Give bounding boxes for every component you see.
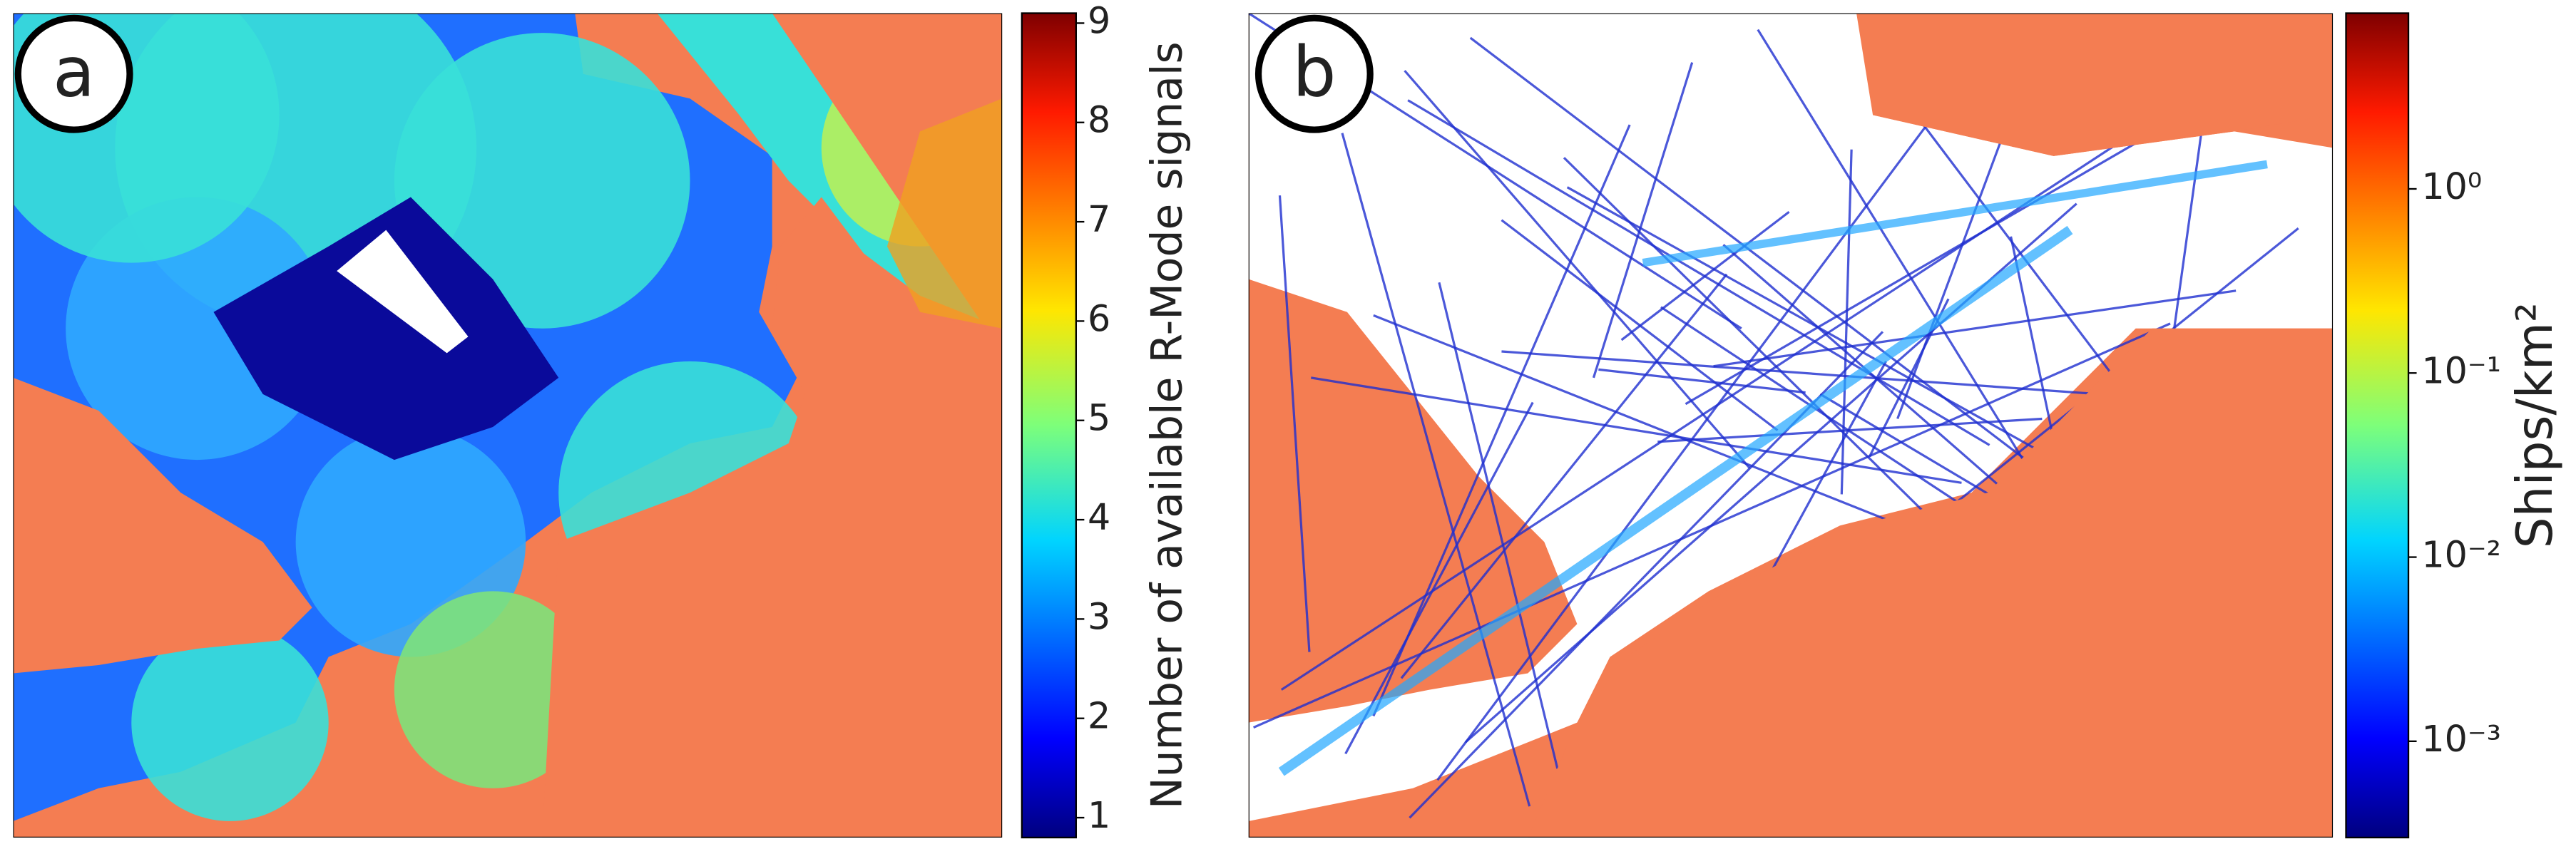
- colorbar-label: Ships/km²: [2507, 302, 2564, 548]
- coverage-zone: [131, 624, 329, 821]
- coverage-zone: [394, 591, 592, 788]
- colorbar-tick-label: 10⁻³: [2421, 718, 2501, 760]
- no-coverage: [337, 230, 469, 354]
- low-coverage: [213, 197, 559, 461]
- panel-label-badge: [1254, 14, 1374, 133]
- ship-track: [1278, 195, 1311, 652]
- ship-track: [1501, 219, 1779, 431]
- shipping-lane: [1642, 160, 2268, 267]
- ship-track: [1757, 29, 2055, 510]
- colorbar-tick-label: 9: [1088, 0, 1110, 41]
- colorbar-tick-label: 8: [1088, 99, 1110, 141]
- east-coast-warm: [886, 98, 1003, 329]
- colorbar-tick-label: 10⁻²: [2421, 534, 2501, 576]
- colorbar-tick-label: 7: [1088, 198, 1110, 240]
- ship-track: [1598, 368, 1806, 394]
- colorbar-tick-label: 10⁰: [2421, 165, 2482, 207]
- ship-track: [1620, 210, 1790, 341]
- land-west: [13, 377, 312, 674]
- ship-track: [1344, 401, 1534, 755]
- ship-track: [1372, 124, 1631, 717]
- colorbar-tick-label: 4: [1088, 496, 1110, 538]
- ship-track: [1280, 45, 2268, 691]
- shipping-lane: [1278, 225, 2073, 776]
- colorbar-tick-label: 2: [1088, 695, 1110, 737]
- land-east: [1873, 13, 2334, 156]
- land-west: [1248, 279, 1578, 723]
- colorbar-tick-label: 10⁻¹: [2421, 349, 2501, 391]
- ship-track: [1657, 417, 2043, 443]
- panel-label: b: [1292, 32, 1336, 113]
- ship-track: [1400, 273, 1728, 679]
- colorbar: [2345, 12, 2410, 839]
- land-south: [1528, 328, 2334, 838]
- colorbar-tick-label: 6: [1088, 297, 1110, 339]
- map-a: [13, 13, 1003, 838]
- ship-track: [1592, 62, 1694, 379]
- colorbar-tick-label: 1: [1088, 794, 1110, 836]
- ship-track: [1840, 149, 1853, 495]
- colorbar-tick-label: 5: [1088, 397, 1110, 439]
- ship-track: [1252, 322, 2171, 729]
- panel-label: a: [53, 32, 95, 113]
- ship-track: [1685, 140, 2140, 406]
- ship-track: [1310, 376, 1962, 484]
- colorbar-label: Number of available R-Mode signals: [1143, 41, 1192, 809]
- ship-track: [1404, 70, 1751, 469]
- map-b: [1248, 13, 2334, 838]
- land-east: [542, 13, 1003, 838]
- ship-track: [1713, 289, 2237, 368]
- ship-track: [1436, 53, 1981, 781]
- ship-track: [1341, 133, 1531, 807]
- colorbar: [1021, 12, 1077, 839]
- panel-label-badge: [14, 14, 133, 133]
- ship-track: [1407, 99, 1990, 446]
- colorbar-tick-label: 3: [1088, 595, 1110, 637]
